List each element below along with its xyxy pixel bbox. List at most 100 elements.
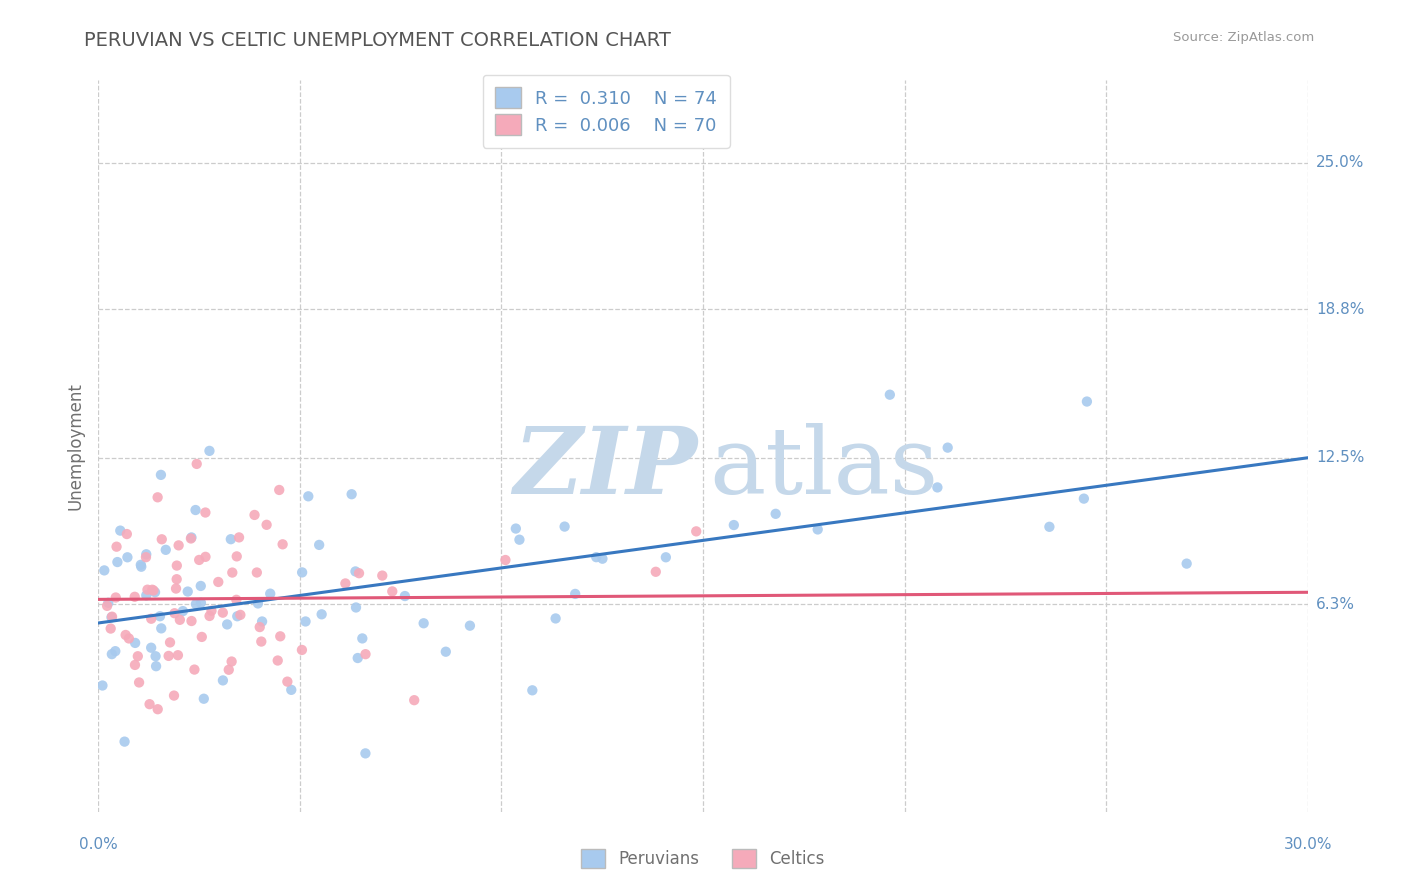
Point	[150, 621, 173, 635]
Point	[212, 673, 235, 688]
Point	[184, 597, 207, 611]
Point	[167, 648, 190, 663]
Point	[434, 645, 457, 659]
Point	[163, 606, 186, 620]
Point	[180, 532, 202, 546]
Point	[335, 576, 357, 591]
Point	[169, 613, 191, 627]
Point	[104, 591, 127, 605]
Point	[129, 559, 152, 574]
Point	[250, 634, 273, 648]
Point	[145, 659, 167, 673]
Point	[159, 635, 181, 649]
Point	[127, 649, 149, 664]
Text: 30.0%: 30.0%	[1284, 837, 1331, 852]
Point	[100, 610, 122, 624]
Point	[280, 682, 302, 697]
Point	[149, 609, 172, 624]
Text: 6.3%: 6.3%	[1316, 597, 1355, 612]
Point	[226, 609, 249, 624]
Point	[105, 540, 128, 554]
Point	[347, 566, 370, 581]
Point	[229, 607, 252, 622]
Point	[166, 572, 188, 586]
Point	[218, 663, 240, 677]
Point	[1038, 520, 1060, 534]
Point	[141, 612, 163, 626]
Text: Source: ZipAtlas.com: Source: ZipAtlas.com	[1174, 31, 1315, 45]
Point	[190, 579, 212, 593]
Point	[163, 689, 186, 703]
Point	[352, 632, 374, 646]
Point	[354, 647, 377, 661]
Point	[104, 644, 127, 658]
Text: atlas: atlas	[709, 423, 938, 513]
Point	[183, 663, 205, 677]
Point	[149, 467, 172, 482]
Point	[135, 588, 157, 602]
Point	[291, 566, 314, 580]
Point	[105, 555, 128, 569]
Point	[145, 649, 167, 664]
Point	[936, 441, 959, 455]
Point	[124, 636, 146, 650]
Point	[927, 480, 949, 494]
Point	[135, 547, 157, 561]
Text: PERUVIAN VS CELTIC UNEMPLOYMENT CORRELATION CHART: PERUVIAN VS CELTIC UNEMPLOYMENT CORRELAT…	[84, 31, 671, 50]
Point	[177, 584, 200, 599]
Point	[404, 693, 426, 707]
Point	[807, 523, 830, 537]
Point	[188, 553, 211, 567]
Point	[207, 574, 229, 589]
Point	[267, 653, 290, 667]
Text: ZIP: ZIP	[513, 423, 697, 513]
Point	[198, 443, 221, 458]
Point	[644, 565, 666, 579]
Y-axis label: Unemployment: Unemployment	[66, 382, 84, 510]
Point	[250, 615, 273, 629]
Point	[138, 697, 160, 711]
Point	[129, 558, 152, 572]
Point	[101, 609, 124, 624]
Point	[246, 566, 269, 580]
Point	[191, 630, 214, 644]
Point	[294, 615, 316, 629]
Point	[146, 491, 169, 505]
Point	[194, 549, 217, 564]
Point	[91, 679, 114, 693]
Point	[155, 542, 177, 557]
Point	[259, 587, 281, 601]
Point	[136, 582, 159, 597]
Point	[101, 647, 124, 661]
Text: 25.0%: 25.0%	[1316, 155, 1364, 170]
Point	[585, 550, 607, 565]
Point	[494, 553, 516, 567]
Point	[115, 527, 138, 541]
Point	[221, 566, 243, 580]
Point	[124, 590, 146, 604]
Point	[271, 537, 294, 551]
Point	[228, 530, 250, 544]
Point	[142, 583, 165, 598]
Point	[371, 568, 394, 582]
Point	[354, 747, 377, 761]
Point	[346, 651, 368, 665]
Point	[269, 483, 291, 497]
Point	[269, 629, 291, 643]
Point	[167, 538, 190, 552]
Point	[291, 643, 314, 657]
Point	[505, 522, 527, 536]
Point	[508, 533, 530, 547]
Point	[1076, 394, 1098, 409]
Point	[198, 609, 221, 624]
Point	[180, 531, 202, 545]
Point	[394, 589, 416, 603]
Point	[124, 657, 146, 672]
Point	[344, 565, 367, 579]
Point	[190, 596, 212, 610]
Point	[246, 597, 269, 611]
Point	[458, 618, 481, 632]
Point	[211, 606, 233, 620]
Point	[110, 524, 132, 538]
Point	[1073, 491, 1095, 506]
